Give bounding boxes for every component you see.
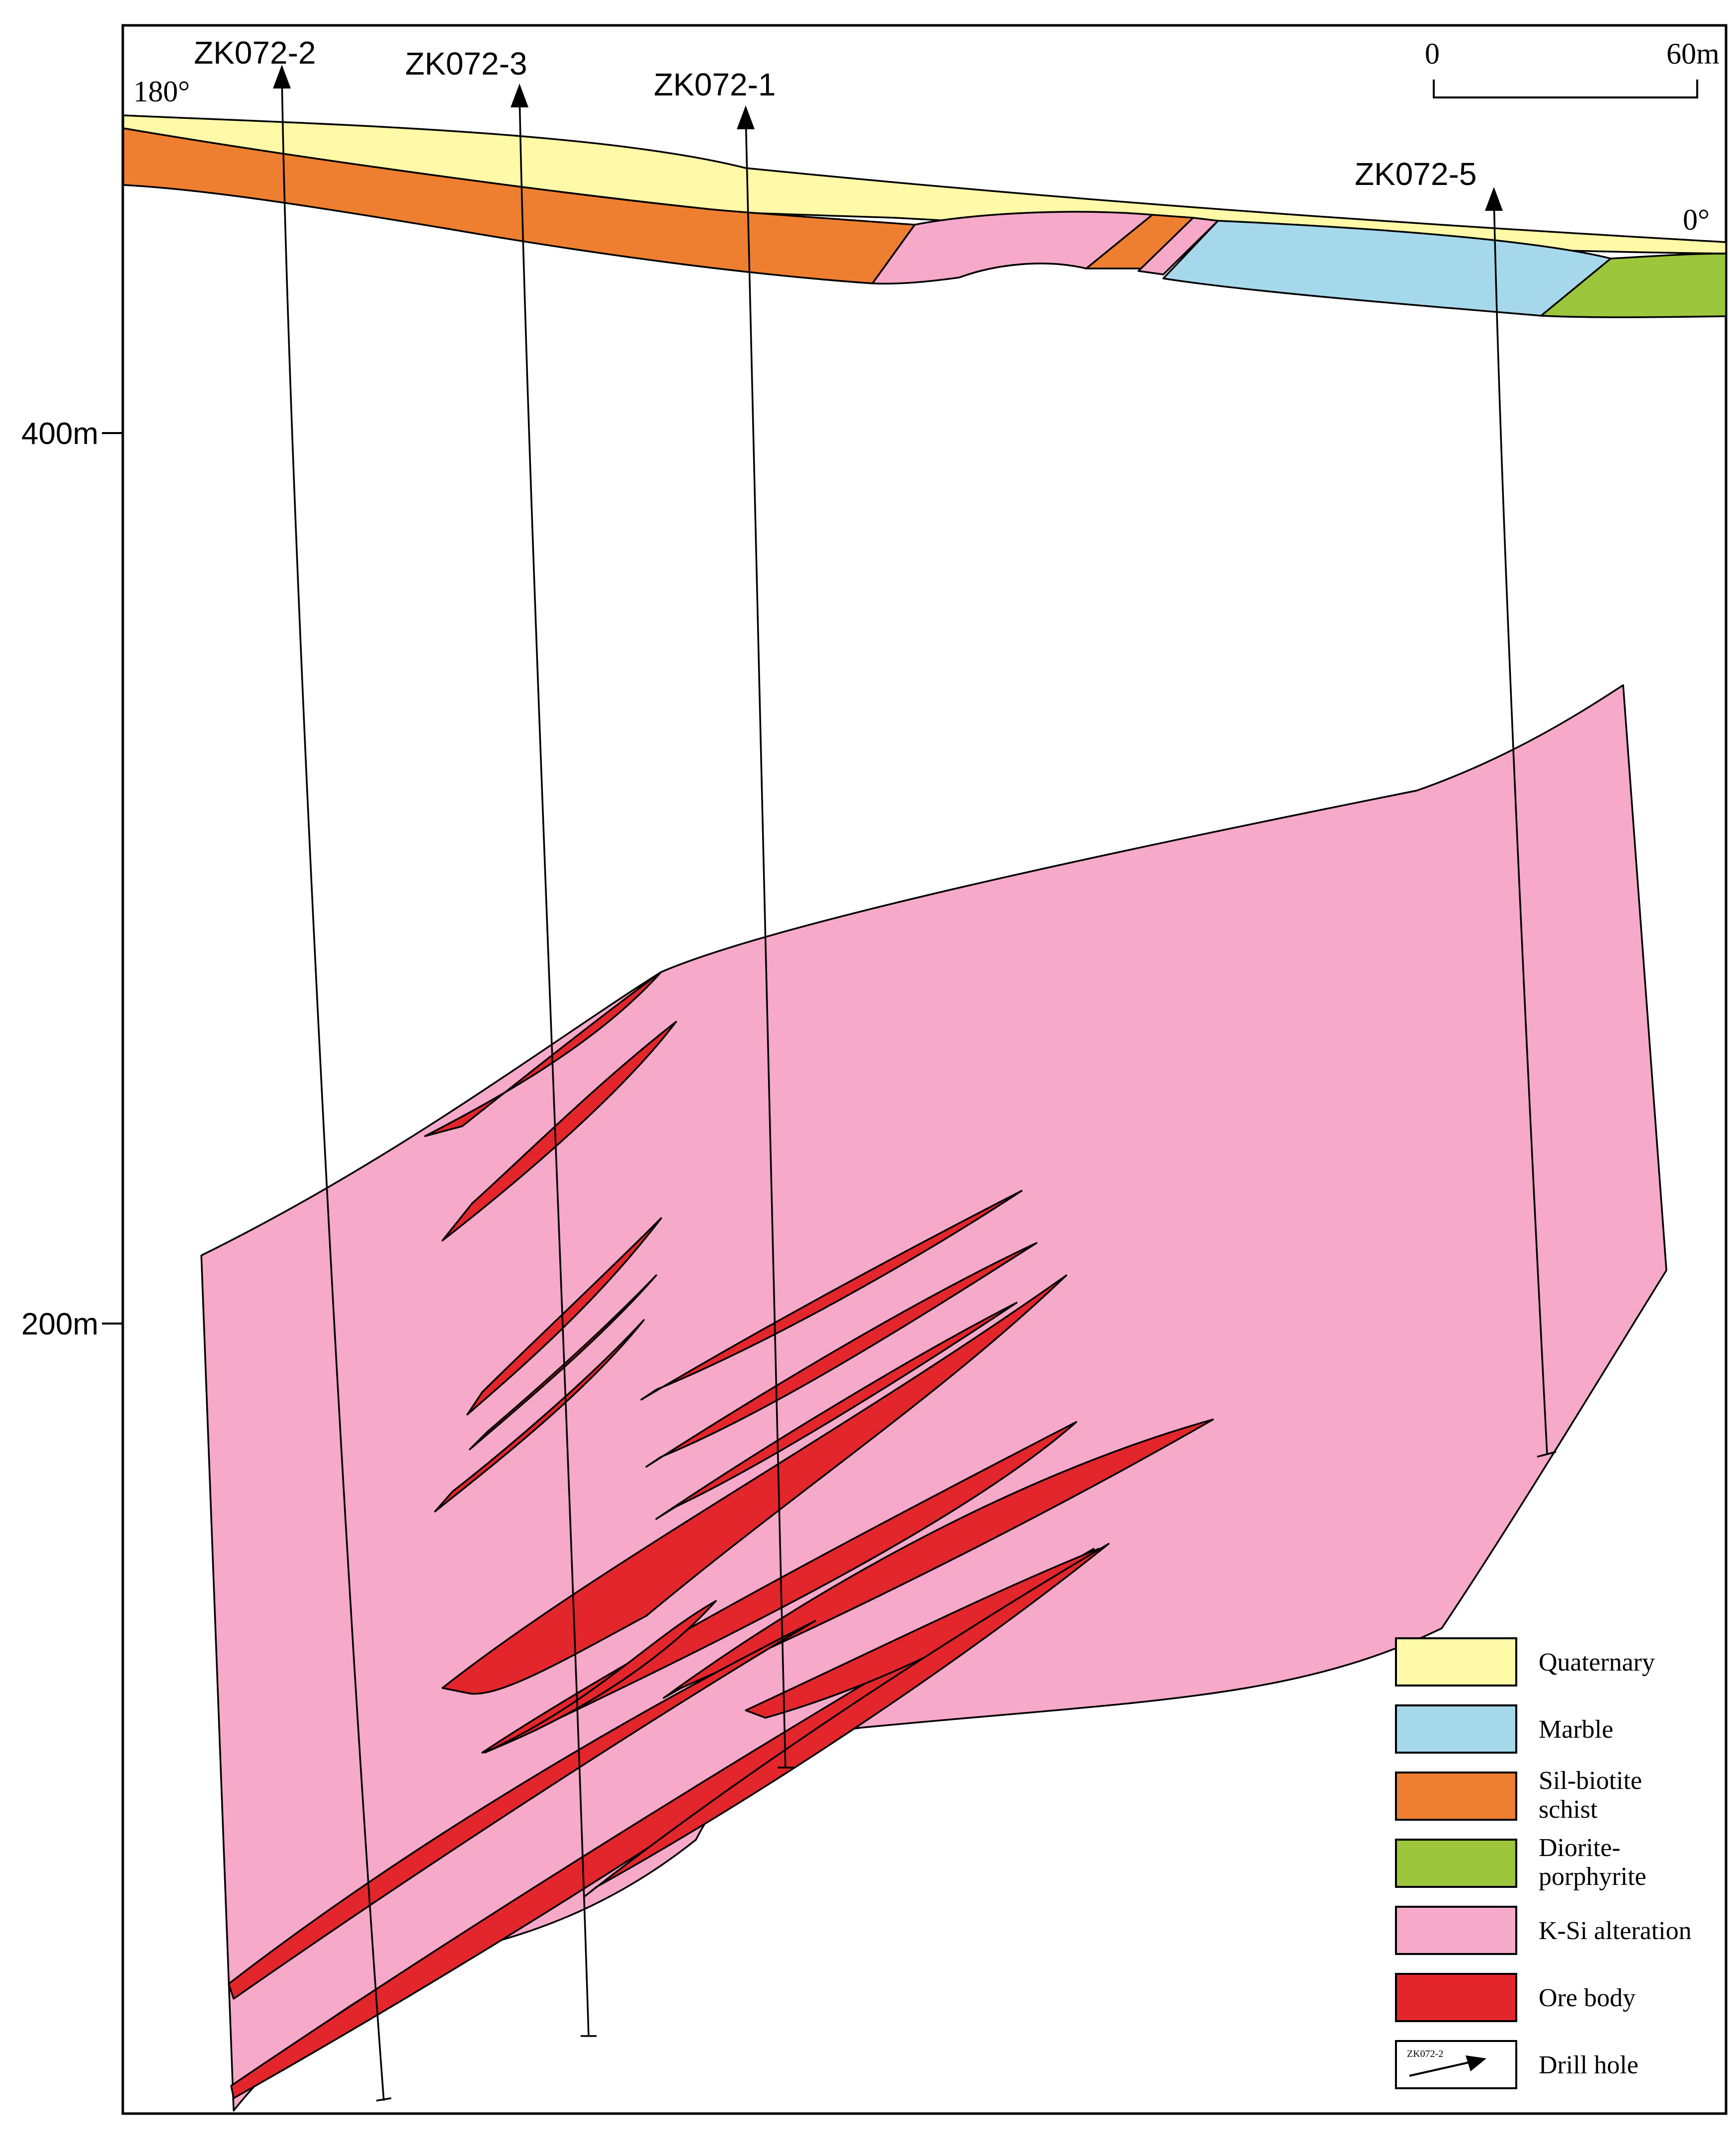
drill-hole-zk072-1-arrow — [737, 105, 755, 129]
legend-swatch-diorite — [1395, 1839, 1517, 1888]
elevation-axis: 400m 200m — [21, 417, 123, 1341]
unit-alteration-body — [200, 684, 1667, 2112]
ore-lens-13 — [228, 1620, 816, 2000]
unit-diorite — [1540, 253, 1727, 318]
ore-lens-9 — [441, 1274, 1067, 1695]
unit-alteration-surface — [871, 211, 1153, 285]
legend-swatch-marble — [1395, 1704, 1517, 1754]
drill-hole-zk072-2-trace — [281, 74, 392, 2102]
map-frame — [121, 24, 1728, 2115]
legend-drill-hole-icon-text: ZK072-2 — [1407, 2048, 1443, 2059]
legend-swatch-quaternary — [1395, 1637, 1517, 1686]
orientation-right-label: 0° — [1683, 203, 1710, 236]
legend-label-alteration: K-Si alteration — [1539, 1917, 1692, 1945]
scale-bar-end-label: 60m — [1666, 37, 1720, 70]
legend-swatch-alteration — [1395, 1906, 1517, 1955]
ore-lens-2 — [441, 1021, 677, 1242]
scale-bar-line — [1433, 80, 1698, 98]
ore-lens-7 — [645, 1242, 1038, 1468]
legend-drill-hole-arrow-head — [1466, 2055, 1486, 2071]
orientation-left-label: 180° — [133, 75, 190, 108]
ore-lens-6 — [640, 1190, 1023, 1401]
surface-strata — [122, 114, 1727, 318]
ore-bodies — [228, 971, 1214, 2099]
ore-lens-16 — [583, 1543, 1110, 1898]
legend-label-marble: Marble — [1539, 1715, 1613, 1744]
elevation-label-200: 200m — [21, 1307, 98, 1341]
ore-lens-11 — [484, 1600, 717, 1754]
ore-lens-4 — [469, 1274, 657, 1450]
ore-lens-5 — [434, 1319, 645, 1512]
legend-drill-hole-arrow-line — [1409, 2061, 1470, 2077]
scale-bar-start-label: 0 — [1425, 37, 1440, 70]
drill-hole-label-zk072-3: ZK072-3 — [405, 46, 527, 82]
elevation-label-400: 400m — [21, 417, 98, 451]
legend-swatch-drill-hole — [1395, 2040, 1517, 2089]
legend-swatch-ore — [1395, 1973, 1517, 2022]
legend-label-quaternary: Quaternary — [1539, 1648, 1655, 1677]
ore-lens-8 — [655, 1302, 1018, 1520]
legend-label-schist: Sil-biotite schist — [1539, 1767, 1649, 1824]
legend-swatch-schist — [1395, 1772, 1517, 1821]
drill-hole-label-zk072-1: ZK072-1 — [654, 67, 776, 102]
legend: Quaternary Marble Sil-biotite schist Dio… — [1395, 1637, 1692, 2089]
ore-lens-14 — [230, 1548, 1095, 2099]
legend-label-diorite: Diorite- porphyrite — [1539, 1834, 1647, 1891]
unit-alteration-sliver — [1137, 217, 1219, 275]
drill-hole-label-zk072-5: ZK072-5 — [1355, 156, 1476, 192]
drill-hole-zk072-2-arrow — [273, 65, 291, 89]
drill-hole-zk072-5-arrow — [1485, 187, 1503, 211]
drill-hole-label-zk072-2: ZK072-2 — [194, 35, 316, 71]
scale-bar: 0 60m — [1425, 37, 1720, 98]
legend-label-drill-hole: Drill hole — [1539, 2051, 1639, 2079]
drill-hole-zk072-5-trace — [1493, 196, 1557, 1458]
ore-lens-3 — [466, 1217, 662, 1416]
ore-lens-1 — [424, 971, 662, 1137]
legend-label-ore: Ore body — [1539, 1984, 1636, 2012]
drill-hole-zk072-3-trace — [519, 93, 597, 2037]
drill-hole-zk072-3-arrow — [511, 84, 528, 107]
